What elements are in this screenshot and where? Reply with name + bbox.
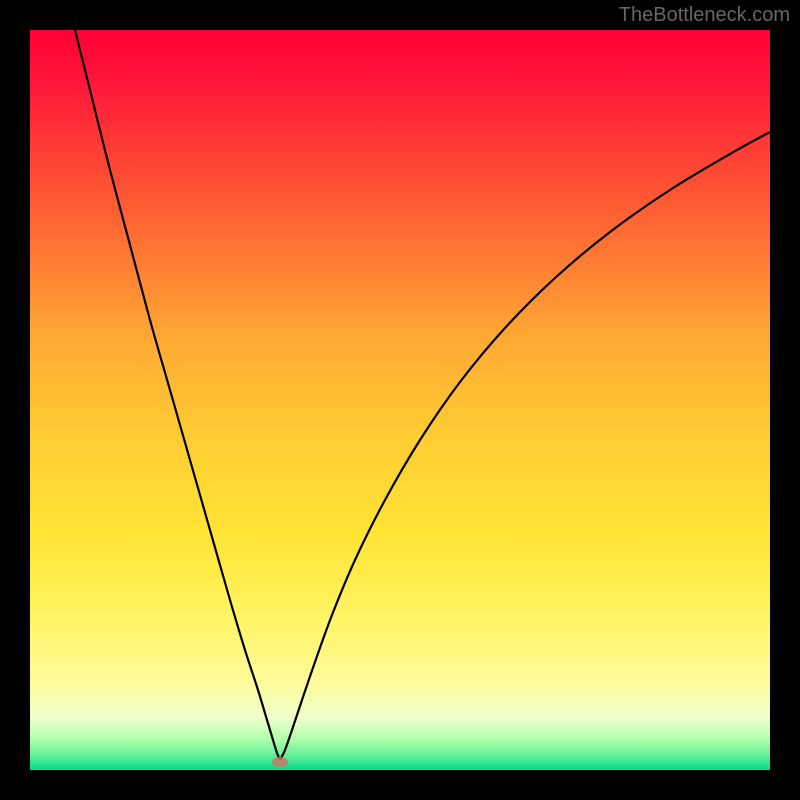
- watermark-text: TheBottleneck.com: [619, 4, 790, 27]
- chart-container: TheBottleneck.com: [0, 0, 800, 800]
- minimum-marker: [272, 757, 288, 767]
- plot-background: [30, 30, 770, 770]
- bottleneck-chart: [0, 0, 800, 800]
